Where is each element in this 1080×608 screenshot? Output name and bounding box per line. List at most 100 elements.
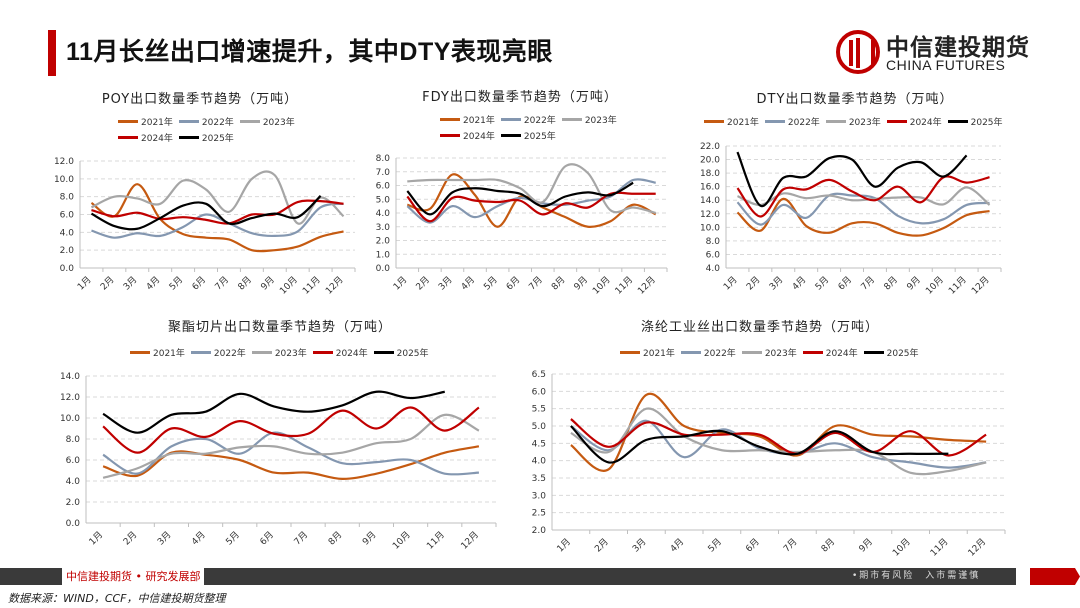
x-tick-label: 6月 — [836, 274, 854, 292]
legend-item: 2025年 — [947, 114, 1003, 128]
legend-item: 2023年 — [251, 345, 307, 359]
x-tick-label: 6月 — [744, 536, 762, 554]
chart-title: 涤纶工业丝出口数量季节趋势（万吨） — [640, 320, 879, 335]
chart-title: POY出口数量季节趋势（万吨） — [101, 92, 299, 107]
x-tick-label: 10月 — [590, 274, 612, 296]
legend-label: 2025年 — [886, 348, 919, 359]
y-tick-label: 3.0 — [532, 491, 547, 501]
x-tick-label: 5月 — [167, 274, 185, 292]
x-tick-label: 12月 — [636, 274, 658, 296]
y-tick-label: 7.0 — [376, 168, 391, 178]
legend-label: 2021年 — [643, 348, 675, 359]
x-tick-label: 7月 — [292, 529, 310, 547]
x-tick-label: 11月 — [928, 536, 950, 558]
chart-title: DTY出口数量季节趋势（万吨） — [756, 92, 954, 107]
y-tick-label: 3.0 — [376, 223, 391, 233]
y-tick-label: 2.5 — [532, 509, 546, 519]
x-tick-label: 7月 — [527, 274, 545, 292]
legend-label: 2021年 — [141, 117, 173, 128]
x-tick-label: 10月 — [924, 274, 946, 296]
y-tick-label: 2.0 — [532, 526, 547, 536]
y-tick-label: 12.0 — [60, 393, 80, 403]
y-tick-label: 4.0 — [60, 228, 75, 238]
y-tick-label: 0.0 — [66, 519, 81, 529]
legend-swatch — [239, 119, 260, 123]
legend-swatch — [704, 119, 724, 123]
x-tick-label: 2月 — [98, 274, 116, 292]
x-tick-label: 7月 — [859, 274, 877, 292]
legend-label: 2023年 — [274, 348, 307, 359]
series-line-2021年 — [570, 392, 987, 472]
legend-swatch — [178, 119, 199, 123]
y-tick-label: 6.0 — [376, 182, 391, 192]
x-tick-label: 4月 — [144, 274, 162, 292]
y-tick-label: 6.0 — [706, 250, 721, 260]
chart-4: 聚酯切片出口数量季节趋势（万吨） 2021年 2022年 2023年 2024年 2025… — [50, 312, 510, 560]
legend-swatch — [947, 119, 968, 123]
series-line-2022年 — [736, 192, 990, 226]
y-tick-label: 3.5 — [532, 474, 546, 484]
legend-swatch — [680, 350, 701, 354]
series-line-2023年 — [737, 186, 991, 207]
legend-item: 2025年 — [178, 130, 234, 144]
x-tick-label: 6月 — [504, 274, 522, 292]
series-line-2025年 — [736, 151, 968, 207]
y-tick-label: 4.0 — [66, 477, 81, 487]
y-tick-label: 6.0 — [532, 387, 547, 397]
legend-item: 2025年 — [500, 128, 556, 142]
chart-5: 涤纶工业丝出口数量季节趋势（万吨） 2021年 2022年 2023年 2024年 202… — [510, 312, 1010, 560]
footer-arrow-icon — [1030, 568, 1080, 585]
x-tick-label: 9月 — [572, 274, 590, 292]
legend-item: 2022年 — [178, 114, 234, 128]
legend-label: 2022年 — [213, 348, 246, 359]
legend-label: 2025年 — [201, 133, 234, 144]
series-line-2024年 — [406, 191, 656, 223]
chart-1: POY出口数量季节趋势（万吨） 2021年 2022年 2023年 2024年 2025年… — [40, 84, 360, 300]
y-tick-label: 22.0 — [700, 142, 720, 152]
chart-svg: 0.0 2.0 4.0 6.0 8.0 10.0 12.0 1月 2月 3月 4月 5月 6月 7月 8月 9… — [54, 157, 356, 297]
chart-svg: 0.0 2.0 4.0 6.0 8.0 10.0 12.0 14.0 1月 2月 3月 4月 5月 6月 7… — [60, 372, 497, 552]
legend-swatch — [802, 350, 823, 354]
series-line-2024年 — [570, 418, 987, 457]
footer-bar — [0, 568, 1016, 585]
legend-swatch — [886, 119, 907, 123]
x-tick-label: 11月 — [613, 274, 635, 296]
x-tick-label: 11月 — [301, 274, 323, 296]
series-line-2022年 — [91, 202, 344, 239]
legend-item: 2022年 — [680, 345, 736, 359]
legend-label: 2022年 — [703, 348, 736, 359]
legend-label: 2025年 — [970, 117, 1003, 128]
x-tick-label: 2月 — [744, 274, 762, 292]
legend-label: 2022年 — [523, 115, 556, 126]
series-line-2021年 — [102, 445, 480, 481]
legend-item: 2024年 — [440, 128, 495, 142]
x-tick-label: 9月 — [905, 274, 923, 292]
legend-item: 2022年 — [764, 114, 820, 128]
legend-swatch — [178, 135, 199, 139]
x-tick-label: 8月 — [882, 274, 900, 292]
series-line-2022年 — [102, 431, 479, 476]
y-tick-label: 14.0 — [60, 372, 80, 382]
legend-label: 2021年 — [727, 117, 759, 128]
legend-label: 2021年 — [463, 115, 495, 126]
legend-label: 2023年 — [764, 348, 797, 359]
x-tick-label: 10月 — [390, 529, 412, 551]
series-line-2024年 — [102, 406, 480, 454]
company-logo: 中信建投期货 CHINA FUTURES — [836, 28, 1036, 78]
x-tick-label: 2月 — [593, 536, 611, 554]
series-line-2023年 — [407, 163, 656, 215]
legend-swatch — [118, 135, 138, 139]
series-line-2023年 — [90, 170, 345, 225]
legend-item: 2025年 — [373, 345, 429, 359]
legend-item: 2023年 — [561, 112, 617, 126]
legend-swatch — [373, 350, 394, 354]
x-tick-label: 4月 — [668, 536, 686, 554]
legend-item: 2021年 — [620, 345, 675, 359]
series-line-2024年 — [91, 199, 344, 225]
legend-item: 2023年 — [825, 114, 881, 128]
x-tick-label: 5月 — [482, 274, 500, 292]
chart-3: DTY出口数量季节趋势（万吨） 2021年 2022年 2023年 2024年 2025年… — [690, 84, 1020, 300]
legend-item: 2021年 — [118, 114, 173, 128]
x-tick-label: 5月 — [813, 274, 831, 292]
y-tick-label: 5.5 — [532, 405, 546, 415]
